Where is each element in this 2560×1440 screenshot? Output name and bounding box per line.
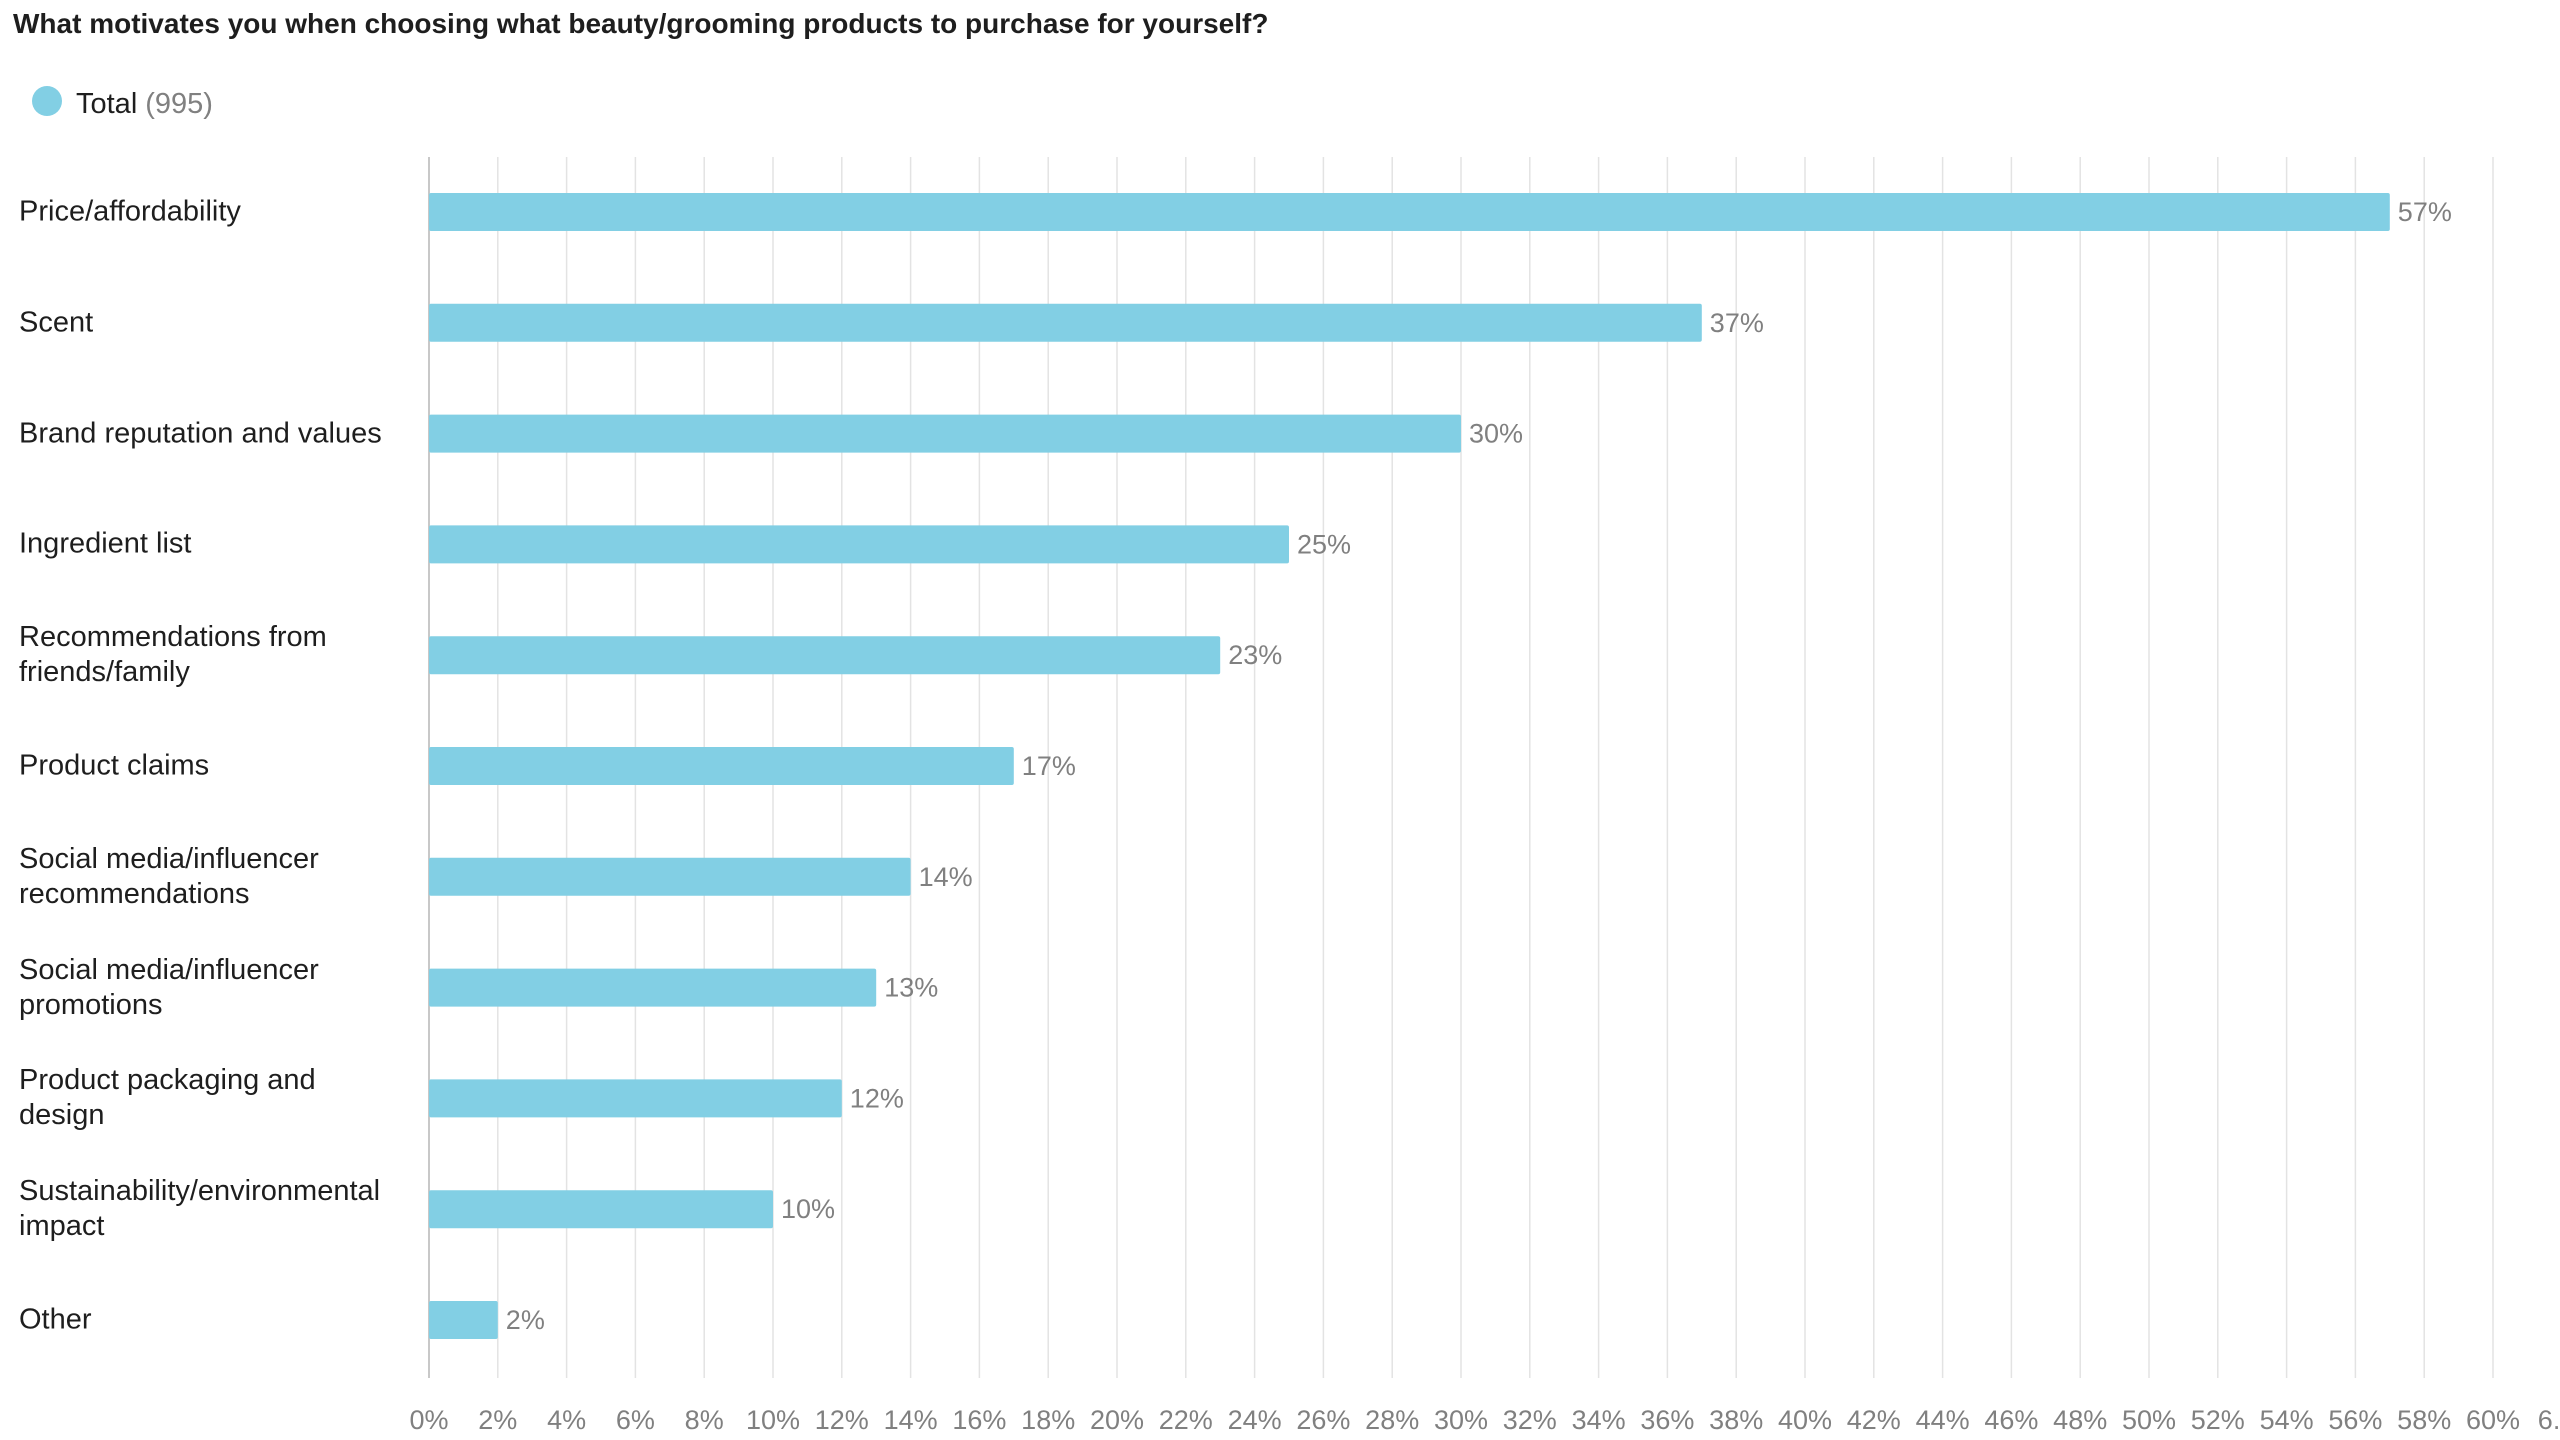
x-tick-label: 44% xyxy=(1916,1405,1970,1435)
x-tick-label: 0% xyxy=(409,1405,448,1435)
value-label: 25% xyxy=(1297,529,1351,559)
x-tick-label: 46% xyxy=(1984,1405,2038,1435)
x-tick-label: 30% xyxy=(1434,1405,1488,1435)
value-label: 30% xyxy=(1469,419,1523,449)
x-tick-label: 22% xyxy=(1159,1405,1213,1435)
x-tick-label: 8% xyxy=(685,1405,724,1435)
x-tick-label: 24% xyxy=(1228,1405,1282,1435)
value-label: 10% xyxy=(781,1194,835,1224)
x-tick-label: 14% xyxy=(884,1405,938,1435)
x-tick-label: 2% xyxy=(478,1405,517,1435)
bar[interactable] xyxy=(429,303,1702,342)
x-tick-label: 36% xyxy=(1640,1405,1694,1435)
value-label: 57% xyxy=(2398,197,2452,227)
bar[interactable] xyxy=(429,1079,842,1118)
x-tick-label: 48% xyxy=(2053,1405,2107,1435)
bar[interactable] xyxy=(429,1190,773,1229)
category-label: Other xyxy=(19,1303,92,1336)
x-tick-label: 10% xyxy=(746,1405,800,1435)
category-label: Scent xyxy=(19,306,94,339)
category-label: Price/affordability xyxy=(19,195,241,228)
category-label: Ingredient list xyxy=(19,527,192,560)
category-label: Product claims xyxy=(19,749,210,782)
value-label: 12% xyxy=(850,1083,904,1113)
category-label: Recommendations from friends/family xyxy=(19,621,327,689)
x-tick-label: 60% xyxy=(2466,1405,2520,1435)
bar[interactable] xyxy=(429,1301,498,1339)
category-label: Product packaging and design xyxy=(19,1064,316,1132)
value-label: 13% xyxy=(884,973,938,1003)
value-label: 23% xyxy=(1228,640,1282,670)
category-label: Social media/influencer promotions xyxy=(19,953,319,1021)
x-tick-label: 50% xyxy=(2122,1405,2176,1435)
x-tick-label: 32% xyxy=(1503,1405,1557,1435)
legend-swatch xyxy=(32,85,62,116)
bar[interactable] xyxy=(429,968,877,1007)
bar[interactable] xyxy=(429,525,1289,564)
x-tick-label: 4% xyxy=(547,1405,586,1435)
x-tick-label: 28% xyxy=(1365,1405,1419,1435)
grid-lines xyxy=(428,157,2494,1378)
category-label: Social media/influencer recommendations xyxy=(19,842,319,910)
x-tick-label: 6... xyxy=(2538,1405,2560,1435)
x-tick-label: 34% xyxy=(1572,1405,1626,1435)
bars xyxy=(429,193,2390,1339)
x-tick-label: 58% xyxy=(2397,1405,2451,1435)
x-tick-label: 42% xyxy=(1847,1405,1901,1435)
x-axis-ticks: 0% 2% 4% 6% 8% 10% 12% 14% 16% 18% 20% 22% 24% 26% 28%… xyxy=(409,1405,2560,1435)
category-label: Sustainability/environmental impact xyxy=(19,1175,381,1243)
category-label: Brand reputation and values xyxy=(19,417,382,450)
x-tick-label: 56% xyxy=(2328,1405,2382,1435)
chart-title: What motivates you when choosing what be… xyxy=(13,8,1269,39)
value-label: 2% xyxy=(506,1305,545,1335)
x-tick-label: 16% xyxy=(952,1405,1006,1435)
x-tick-label: 52% xyxy=(2191,1405,2245,1435)
bar[interactable] xyxy=(429,414,1461,453)
x-tick-label: 12% xyxy=(815,1405,869,1435)
x-tick-label: 6% xyxy=(616,1405,655,1435)
x-tick-label: 26% xyxy=(1296,1405,1350,1435)
legend-label: Total xyxy=(76,88,138,120)
bar[interactable] xyxy=(429,747,1014,785)
legend-count: (995) xyxy=(145,88,213,120)
value-label: 17% xyxy=(1022,751,1076,781)
value-label: 37% xyxy=(1710,308,1764,338)
legend: Total (995) xyxy=(32,85,213,121)
bar[interactable] xyxy=(429,636,1221,675)
value-labels: 57% 37% 30% 25% 23% 17% 14% 13% 12% 10% 2% xyxy=(506,197,2452,1335)
x-tick-label: 54% xyxy=(2260,1405,2314,1435)
bar[interactable] xyxy=(429,193,2390,231)
bar[interactable] xyxy=(429,857,911,896)
x-tick-label: 18% xyxy=(1021,1405,1075,1435)
x-tick-label: 38% xyxy=(1709,1405,1763,1435)
value-label: 14% xyxy=(919,862,973,892)
x-tick-label: 20% xyxy=(1090,1405,1144,1435)
x-tick-label: 40% xyxy=(1778,1405,1832,1435)
